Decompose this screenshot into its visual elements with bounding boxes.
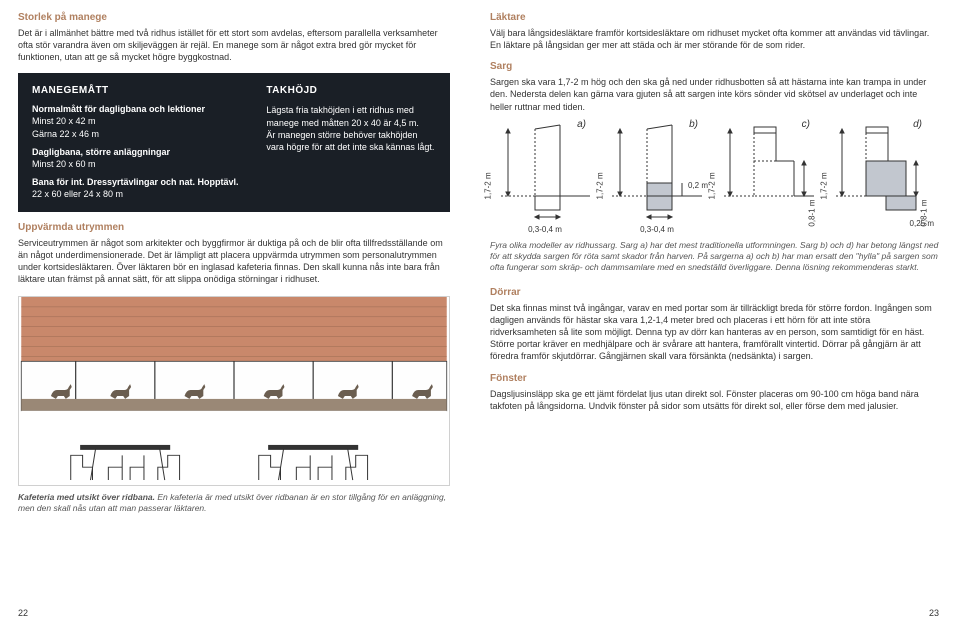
takhojd-heading: TAKHÖJD [266, 85, 436, 96]
cafeteria-illustration [18, 296, 450, 486]
spec3-sub: Bana för int. Dressyrtävlingar och nat. … [32, 177, 252, 187]
storlek-section: Storlek på manege Det är i allmänhet bät… [18, 12, 450, 63]
page-number-left: 22 [18, 608, 28, 618]
sarg-label-c: c) [802, 119, 810, 130]
laktare-section: Läktare Välj bara långsidesläktare framf… [490, 12, 939, 51]
sarg-item-b: b) [612, 121, 702, 234]
sarg-label-b: b) [689, 119, 698, 130]
sarg-body: Sargen ska vara 1,7-2 m hög och den ska … [490, 76, 939, 112]
sarg-a-bottom: 0,3-0,4 m [500, 225, 590, 234]
takhojd-text: Lägsta fria takhöjden i ett ridhus med m… [266, 104, 436, 153]
laktare-body: Välj bara långsidesläktare framför korts… [490, 27, 939, 51]
sarg-label-d: d) [913, 119, 922, 130]
storlek-body: Det är i allmänhet bättre med två ridhus… [18, 27, 450, 63]
fonster-heading: Fönster [490, 373, 939, 384]
fonster-body: Dagsljusinsläpp ska ge ett jämt fördelat… [490, 388, 939, 412]
sarg-b-bottom: 0,3-0,4 m [612, 225, 702, 234]
dorrar-section: Dörrar Det ska finnas minst två ingångar… [490, 287, 939, 363]
spec1-text: Minst 20 x 42 m Gärna 22 x 46 m [32, 115, 252, 139]
sarg-c-rheight: 0,8-1 m [808, 199, 817, 226]
uppvarmda-body: Serviceutrymmen är något som arkitekter … [18, 237, 450, 286]
sarg-b-vheight: 1,7-2 m [596, 172, 605, 199]
page-number-right: 23 [929, 608, 939, 618]
page-right: Läktare Välj bara långsidesläktare framf… [470, 0, 959, 626]
specs-box: MANEGEMÅTT Normalmått för dagligbana och… [18, 73, 450, 212]
storlek-heading: Storlek på manege [18, 12, 450, 23]
spec3-text: 22 x 60 eller 24 x 80 m [32, 188, 252, 200]
spec1-sub: Normalmått för dagligbana och lektioner [32, 104, 252, 114]
uppvarmda-section: Uppvärmda utrymmen Serviceutrymmen är nå… [18, 222, 450, 286]
dorrar-body: Det ska finnas minst två ingångar, varav… [490, 302, 939, 363]
sarg-item-c: c) [724, 121, 814, 234]
fonster-section: Fönster Dagsljusinsläpp ska ge ett jämt … [490, 373, 939, 412]
sarg-heading: Sarg [490, 61, 939, 72]
sarg-caption: Fyra olika modeller av ridhussarg. Sarg … [490, 240, 939, 273]
sarg-a-vheight: 1,7-2 m [484, 172, 493, 199]
laktare-heading: Läktare [490, 12, 939, 23]
manegematt-heading: MANEGEMÅTT [32, 85, 252, 96]
caption-bold: Kafeteria med utsikt över ridbana. [18, 492, 155, 502]
spec2-text: Minst 20 x 60 m [32, 158, 252, 170]
spec2-sub: Dagligbana, större anläggningar [32, 147, 252, 157]
sarg-label-a: a) [577, 119, 586, 130]
sarg-d-vheight: 1,7-2 m [820, 172, 829, 199]
cafeteria-caption: Kafeteria med utsikt över ridbana. En ka… [18, 492, 450, 514]
dorrar-heading: Dörrar [490, 287, 939, 298]
sarg-section: Sarg Sargen ska vara 1,7-2 m hög och den… [490, 61, 939, 273]
page-left: Storlek på manege Det är i allmänhet bät… [0, 0, 470, 626]
sarg-item-d: d) 1,7-2 m 0,8 [836, 121, 926, 234]
sarg-c-vheight: 1,7-2 m [708, 172, 717, 199]
sarg-b-extra: 0,2 m [688, 181, 708, 190]
sarg-item-a: a) 1,7-2 m 0,3 [500, 121, 590, 234]
sarg-diagram: a) 1,7-2 m 0,3 [490, 121, 939, 234]
sarg-d-extra: 0,25 m [910, 219, 934, 228]
uppvarmda-heading: Uppvärmda utrymmen [18, 222, 450, 233]
specs-right: TAKHÖJD Lägsta fria takhöjden i ett ridh… [266, 85, 436, 200]
specs-left: MANEGEMÅTT Normalmått för dagligbana och… [32, 85, 266, 200]
